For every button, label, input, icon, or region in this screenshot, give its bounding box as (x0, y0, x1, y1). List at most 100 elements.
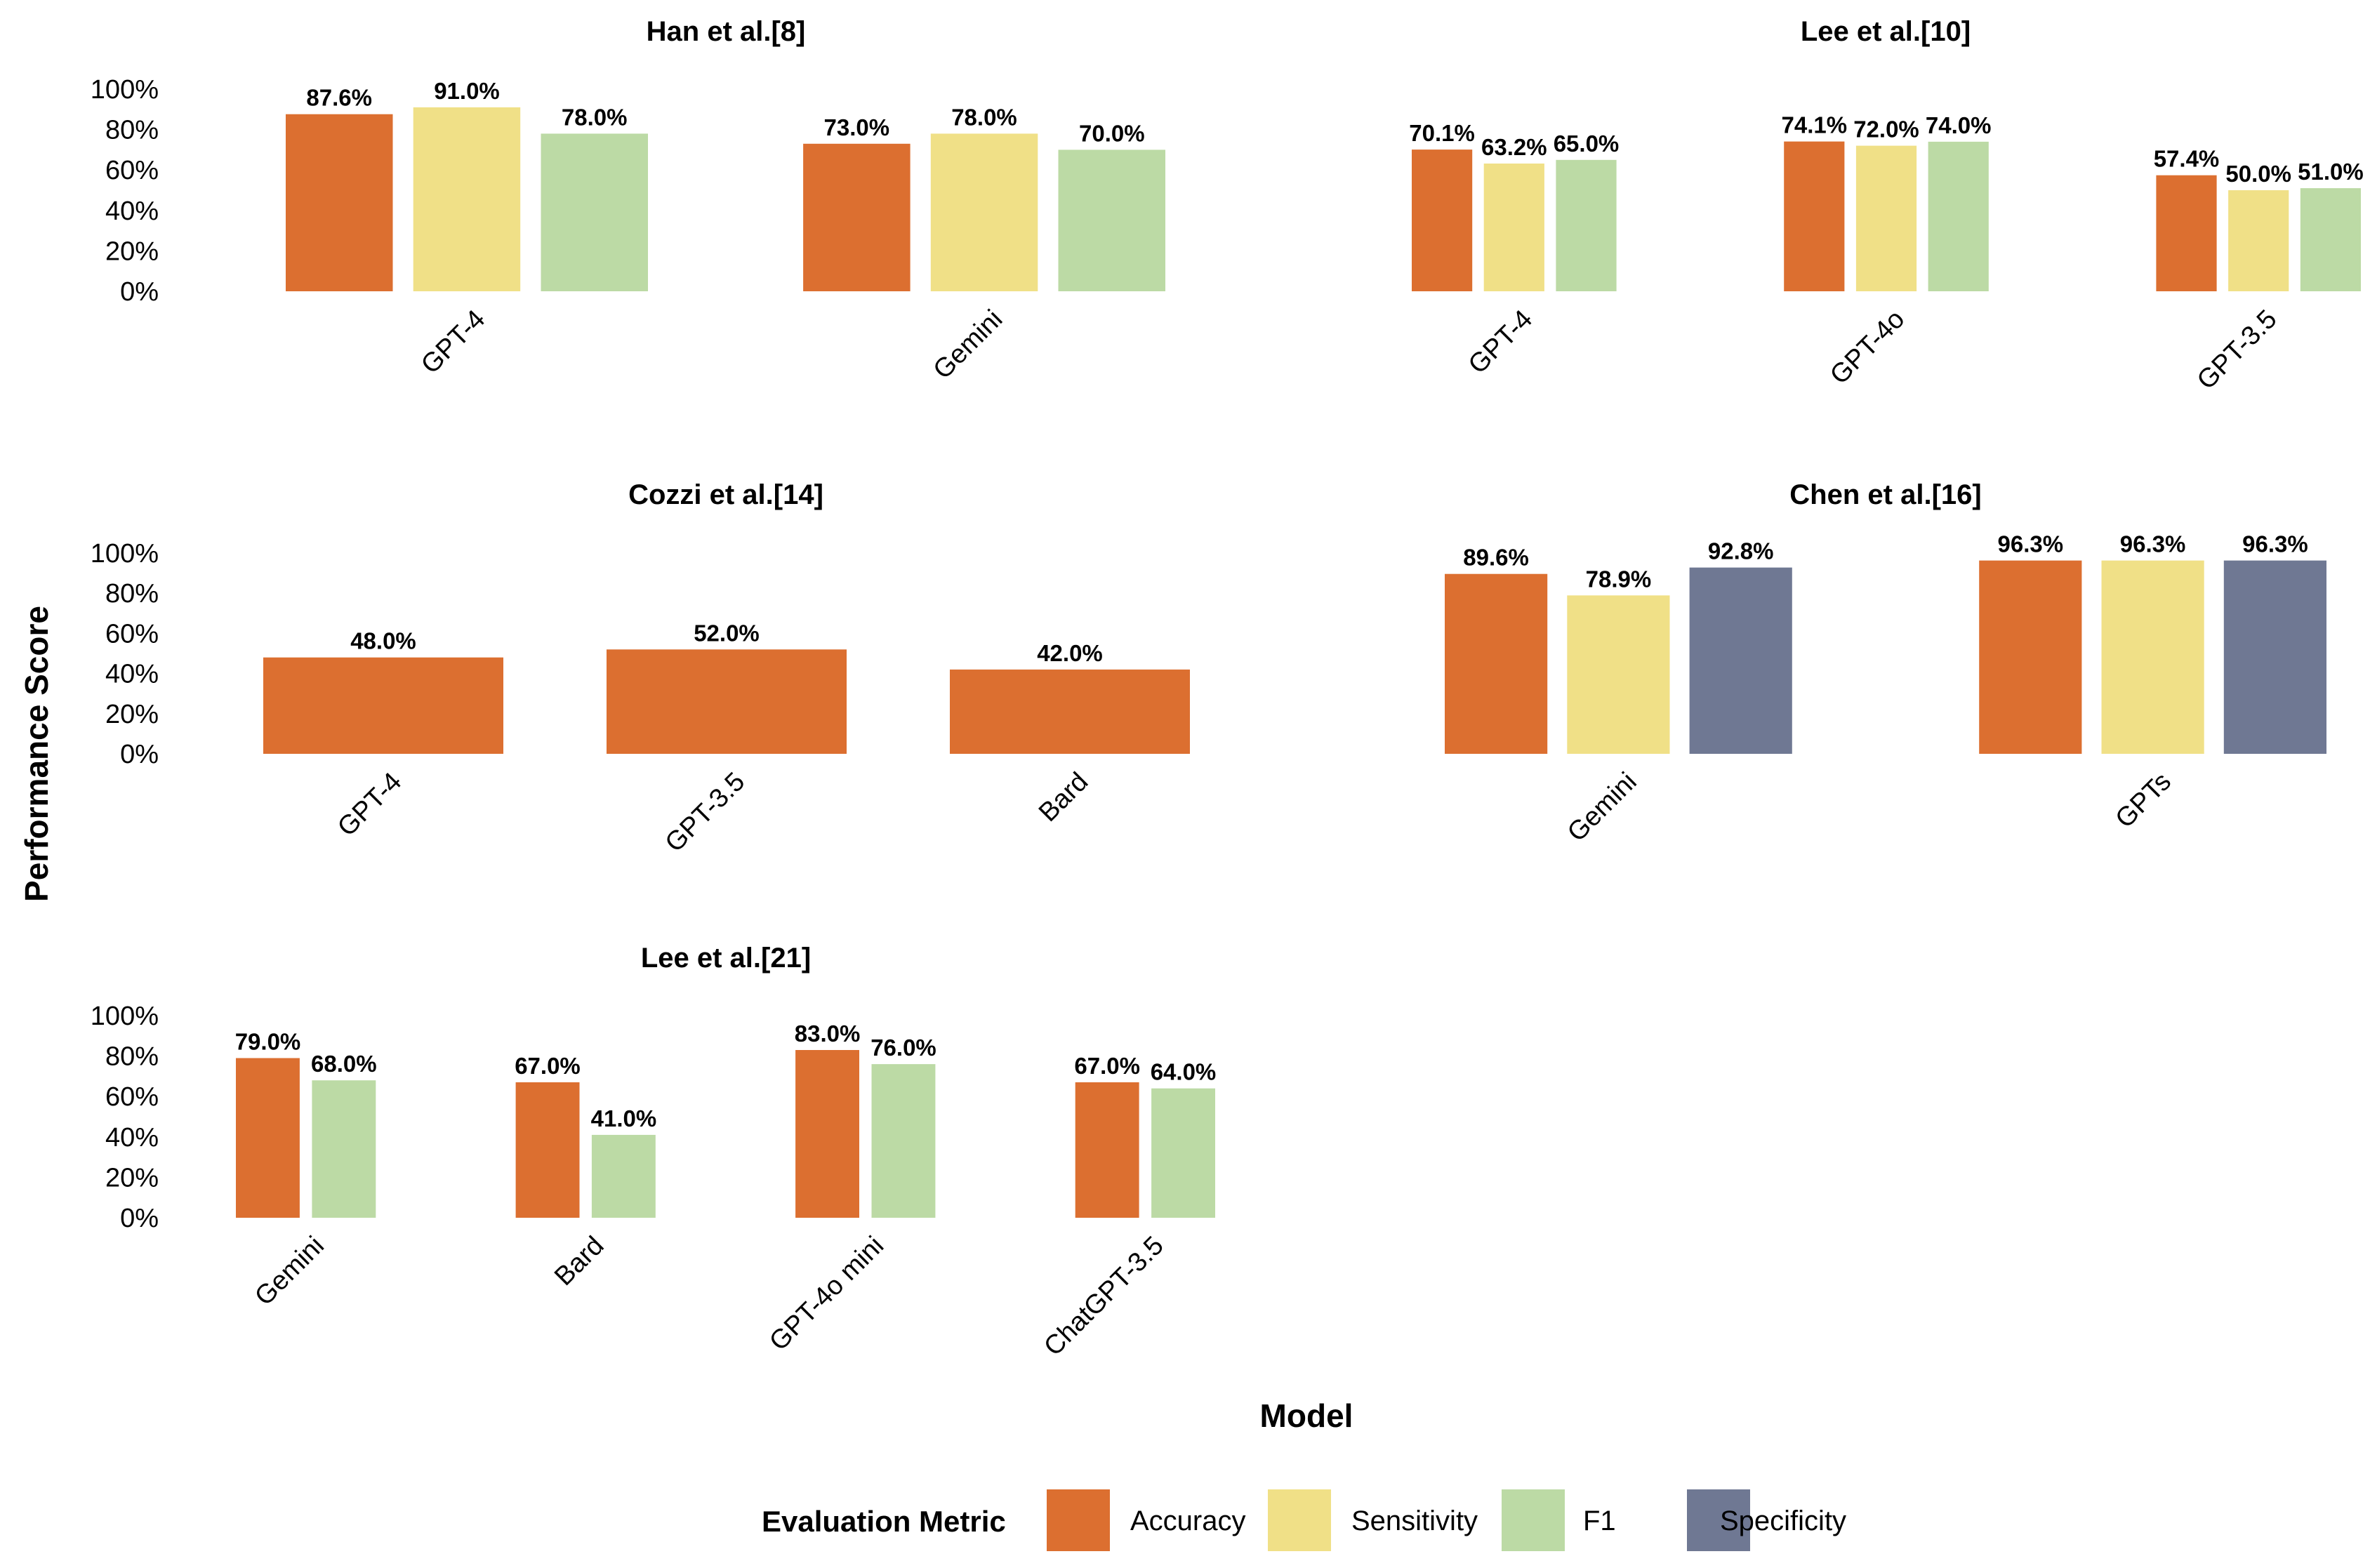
bar-specificity (1689, 567, 1792, 754)
bar-accuracy (263, 657, 503, 754)
x-tick-label: GPT-4 (416, 305, 491, 380)
legend-label: Sensitivity (1351, 1506, 1478, 1536)
y-tick-label: 0% (120, 277, 159, 307)
data-label: 57.4% (2154, 146, 2220, 172)
category-group-gpt-4: 87.6% 91.0% 78.0% GPT-4 (286, 78, 648, 380)
x-tick-label: Bard (549, 1231, 609, 1291)
y-tick-label: 20% (105, 237, 159, 266)
data-label: 96.3% (1998, 531, 2064, 557)
bar-f1 (591, 1134, 656, 1218)
x-tick-label: Gemini (928, 305, 1009, 385)
bar-f1 (541, 133, 648, 291)
data-label: 70.1% (1409, 120, 1475, 146)
bar-accuracy (950, 669, 1190, 754)
bar-accuracy (236, 1058, 300, 1218)
category-group-gpt-4o-mini: 83.0% 76.0% GPT-4o mini (764, 1021, 936, 1357)
y-tick-label: 60% (105, 1082, 159, 1112)
panel-lee-et-al-10: Lee et al.[10]70.1%63.2% 65.0%GPT-474.1% 7… (1409, 16, 2363, 395)
panel-lee-et-al-21: Lee et al.[21] 0% 20% 40% 60% 80% 100% 79.0% 68.… (91, 943, 1216, 1362)
panel-cozzi-et-al-14: Cozzi et al.[14] 0% 20% 40% 60% 80% 100% 48.0% G… (91, 479, 1190, 858)
bar-accuracy (1445, 573, 1548, 754)
bar-accuracy (803, 143, 911, 291)
data-label: 42.0% (1037, 640, 1103, 666)
data-label: 73.0% (824, 114, 890, 140)
bar-accuracy (1075, 1082, 1139, 1218)
data-label: 70.0% (1079, 120, 1145, 146)
legend: Evaluation Metric Accuracy Sensitivity F1 S… (762, 1489, 1846, 1551)
x-tick-label: GPT-4o mini (764, 1231, 889, 1357)
bar-accuracy (1979, 560, 2082, 754)
data-label: 78.0% (951, 104, 1017, 130)
y-tick-label: 80% (105, 1042, 159, 1072)
y-tick-label: 80% (105, 579, 159, 609)
category-group-bard: 42.0% Bard (950, 640, 1190, 828)
panel-title: Cozzi et al.[14] (628, 479, 823, 510)
panel-title: Chen et al.[16] (1789, 479, 1981, 510)
panel-title: Han et al.[8] (647, 16, 806, 47)
panels: Han et al.[8] 0% 20% 40% 60% 80% 100% 87.6% 91.0… (91, 16, 2364, 1362)
legend-label: F1 (1583, 1506, 1616, 1536)
panel-title: Lee et al.[10] (1801, 16, 1971, 47)
x-tick-label: GPT-3.5 (2192, 305, 2283, 396)
bar-sensitivity (1567, 595, 1670, 754)
y-tick-label: 20% (105, 1163, 159, 1192)
legend-label: Accuracy (1130, 1506, 1246, 1536)
legend-swatch (1268, 1489, 1331, 1551)
bar-sensitivity (1855, 145, 1917, 291)
category-group-gpt-3-5: 57.4%50.0% 51.0% GPT-3.5 (2154, 146, 2364, 396)
legend-label: Specificity (1720, 1506, 1846, 1536)
bar-f1 (2300, 188, 2361, 291)
bar-sensitivity (2228, 190, 2289, 291)
panel-title: Lee et al.[21] (641, 943, 811, 974)
x-tick-label: Gemini (249, 1231, 330, 1312)
data-label: 96.3% (2120, 531, 2186, 557)
x-tick-label: ChatGPT-3.5 (1038, 1231, 1170, 1362)
data-label: 78.9% (1586, 566, 1652, 592)
data-label: 87.6% (306, 85, 372, 111)
x-tick-label: GPTs (2110, 767, 2177, 834)
bar-accuracy (795, 1050, 859, 1218)
data-label: 72.0% (1853, 117, 1919, 142)
data-label: 92.8% (1708, 538, 1774, 564)
data-label: 48.0% (350, 628, 416, 654)
data-label: 78.0% (562, 104, 628, 130)
data-label: 91.0% (434, 78, 500, 104)
bar-accuracy (515, 1082, 580, 1218)
data-label: 67.0% (1074, 1053, 1140, 1079)
data-label: 67.0% (515, 1053, 581, 1079)
y-tick-label: 100% (91, 539, 159, 569)
x-tick-label: GPT-4o (1825, 305, 1910, 390)
bar-accuracy (607, 649, 847, 754)
bar-accuracy (1412, 150, 1473, 291)
category-group-gemini: 89.6% 78.9% 92.8% Gemini (1445, 538, 1792, 847)
legend-swatch (1047, 1489, 1110, 1551)
y-tick-label: 20% (105, 700, 159, 729)
data-label: 63.2% (1481, 134, 1547, 160)
y-tick-label: 100% (91, 75, 159, 105)
bar-sensitivity (2101, 560, 2204, 754)
y-tick-label: 40% (105, 660, 159, 689)
y-tick-label: 60% (105, 619, 159, 649)
category-group-chatgpt-3-5: 67.0% 64.0% ChatGPT-3.5 (1038, 1053, 1216, 1362)
bar-f1 (312, 1080, 376, 1218)
category-group-gpt-4: 70.1%63.2% 65.0% GPT-4 (1409, 120, 1619, 380)
category-group-gemini: 73.0% 78.0% 70.0% Gemini (803, 104, 1165, 385)
data-label: 51.0% (2298, 159, 2364, 185)
x-tick-label: Bard (1033, 767, 1094, 828)
legend-item-accuracy: Accuracy (1047, 1489, 1246, 1551)
category-group-gpt-4o: 74.1% 72.0% 74.0% GPT-4o (1782, 112, 1992, 390)
y-tick-label: 40% (105, 1123, 159, 1152)
bar-sensitivity (413, 107, 521, 291)
data-label: 76.0% (870, 1035, 936, 1061)
category-group-gpts: 96.3% 96.3% 96.3% GPTs (1979, 531, 2326, 834)
data-label: 64.0% (1151, 1059, 1217, 1085)
legend-swatch (1502, 1489, 1565, 1551)
data-label: 65.0% (1554, 131, 1620, 157)
data-label: 89.6% (1463, 545, 1529, 571)
legend-item-sensitivity: Sensitivity (1268, 1489, 1478, 1551)
bar-f1 (1928, 141, 1989, 291)
bar-f1 (1058, 150, 1165, 291)
legend-item-specificity: Specificity (1687, 1489, 1846, 1551)
y-tick-label: 60% (105, 156, 159, 185)
